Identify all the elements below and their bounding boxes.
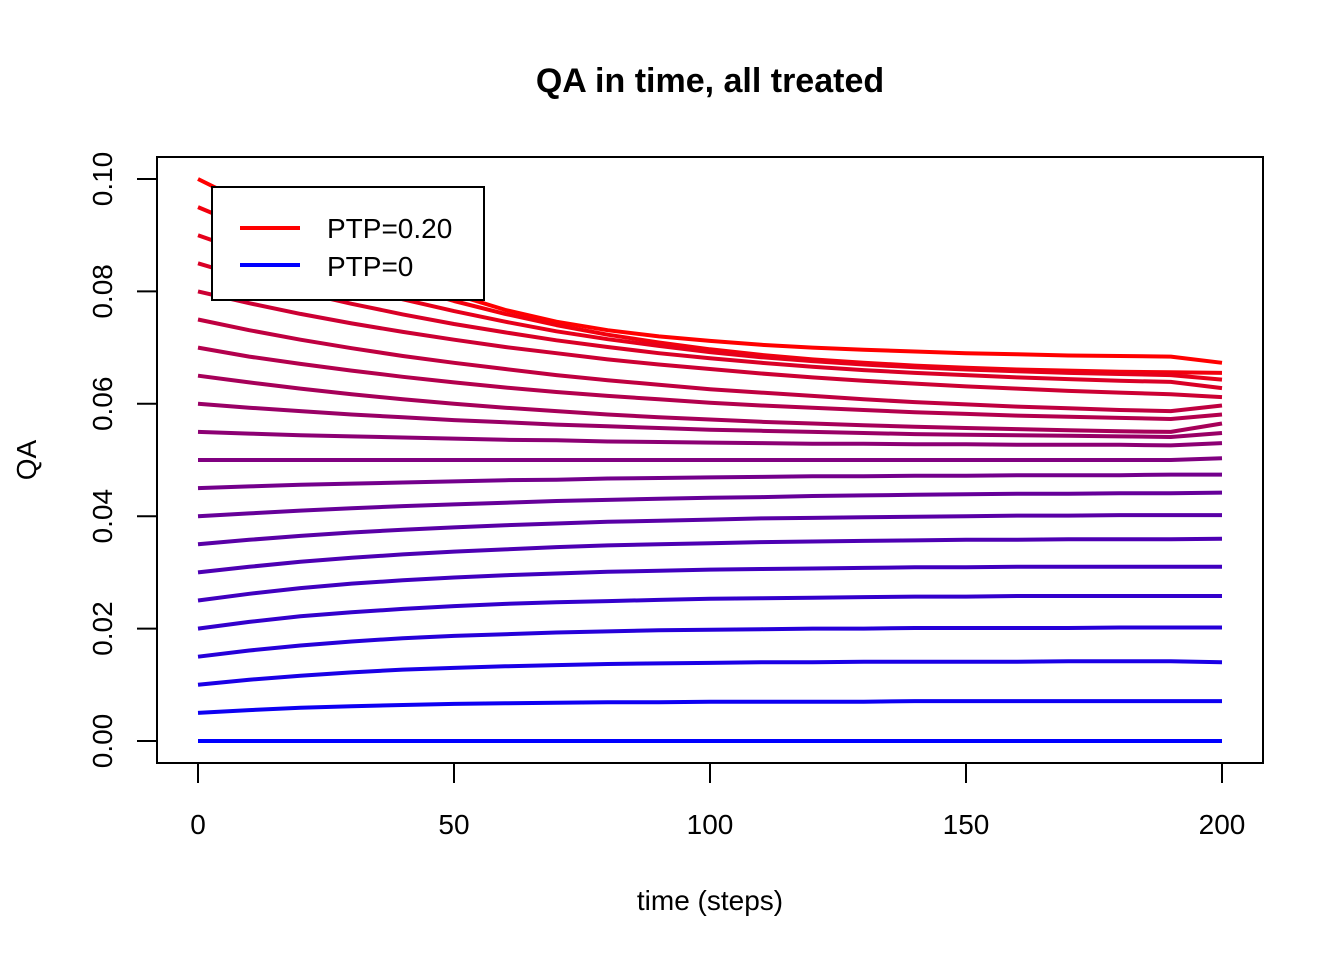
series-line [197, 490, 1223, 519]
series-line [197, 536, 1223, 575]
series-line [198, 456, 1223, 462]
x-axis: 0 50 100 150 200 [190, 762, 1246, 840]
x-tick-label: 0 [190, 809, 206, 840]
y-tick-label: 0.00 [87, 714, 118, 769]
y-axis-label: QA [11, 439, 42, 480]
series-line [197, 317, 1223, 414]
y-tick-label: 0.08 [87, 264, 118, 319]
legend-box [211, 186, 485, 301]
x-tick-label: 100 [687, 809, 734, 840]
series-line [197, 289, 1223, 400]
series-line [197, 564, 1222, 603]
series-line [197, 659, 1223, 687]
y-tick-label: 0.06 [87, 377, 118, 432]
y-axis: 0.00 0.02 0.04 0.06 0.08 0.10 [87, 152, 158, 769]
chart-title: QA in time, all treated [536, 62, 884, 100]
x-tick-label: 150 [943, 809, 990, 840]
series-line [197, 429, 1223, 448]
series-line [197, 401, 1223, 439]
x-tick-label: 200 [1199, 809, 1246, 840]
series-line [197, 699, 1222, 715]
series-line [197, 625, 1222, 659]
series-line [197, 594, 1222, 631]
x-axis-label: time (steps) [637, 885, 783, 916]
series-line [197, 373, 1223, 434]
y-tick-label: 0.10 [87, 152, 118, 207]
series-line [197, 513, 1222, 547]
series-line [197, 472, 1222, 491]
legend-label-ptp-0: PTP=0 [327, 251, 413, 282]
x-tick-label: 50 [438, 809, 469, 840]
y-tick-label: 0.04 [87, 489, 118, 544]
legend-label-ptp-020: PTP=0.20 [327, 213, 452, 244]
series-line [197, 261, 1223, 391]
legend: PTP=0.20 PTP=0 [211, 186, 485, 301]
series-line [197, 345, 1223, 421]
y-tick-label: 0.02 [87, 601, 118, 656]
